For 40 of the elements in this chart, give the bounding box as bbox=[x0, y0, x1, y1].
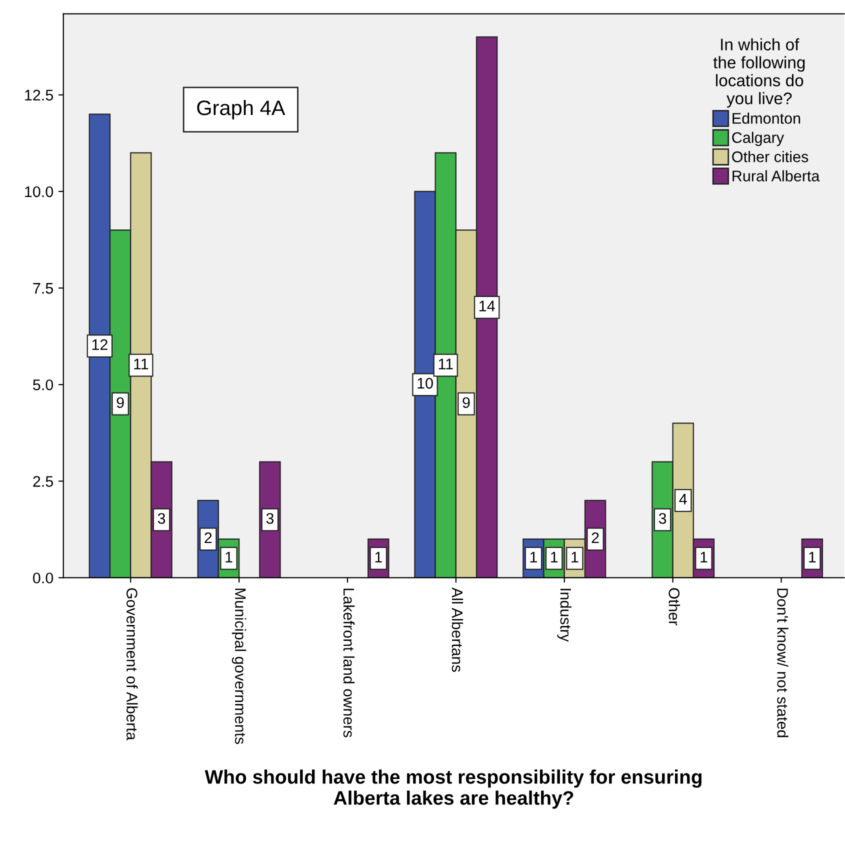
data-label: 1 bbox=[530, 552, 537, 562]
x-tick-label: All Albertans bbox=[452, 587, 464, 672]
data-label: 3 bbox=[658, 513, 666, 524]
x-tick-label: Lakefront land owners bbox=[343, 588, 355, 738]
data-label: 1 bbox=[550, 552, 558, 562]
y-tick-label: 7.5 bbox=[33, 283, 54, 294]
data-label: 3 bbox=[266, 513, 274, 524]
data-label: 2 bbox=[592, 532, 599, 544]
y-tick-label: 12.5 bbox=[25, 90, 54, 101]
data-label: 3 bbox=[158, 513, 166, 524]
legend-label: Other cities bbox=[732, 151, 808, 162]
data-label: 1 bbox=[572, 552, 578, 562]
data-label: 12 bbox=[92, 339, 108, 350]
data-label: 9 bbox=[116, 397, 124, 408]
data-label: 1 bbox=[809, 552, 816, 562]
x-axis-title: Who should have the most responsibility for ensuring Alberta lakes are healthy? bbox=[204, 770, 702, 809]
y-tick-label: 5.0 bbox=[33, 379, 54, 390]
data-label: 11 bbox=[438, 358, 453, 370]
data-label: 11 bbox=[134, 358, 148, 370]
y-tick-label: 2.5 bbox=[33, 476, 54, 487]
data-label: 1 bbox=[375, 552, 382, 562]
legend-label: Edmonton bbox=[732, 112, 800, 124]
legend-label: Calgary bbox=[732, 132, 784, 146]
y-tick-label: 10.0 bbox=[25, 186, 54, 198]
data-label: 14 bbox=[480, 300, 495, 312]
annotation: Graph 4A bbox=[197, 100, 286, 120]
data-label: 4 bbox=[679, 494, 687, 504]
legend-label: Rural Alberta bbox=[732, 170, 820, 182]
data-label: 2 bbox=[204, 532, 212, 544]
x-tick-label: Don't know/ not stated bbox=[777, 588, 788, 738]
data-label: 9 bbox=[462, 397, 470, 408]
y-tick-label: 0.0 bbox=[33, 572, 54, 584]
data-label: 1 bbox=[700, 552, 708, 562]
x-tick-label: Industry bbox=[557, 588, 572, 642]
legend-title: In which of the following locations do you live? bbox=[713, 38, 805, 108]
data-label: 10 bbox=[418, 378, 433, 389]
x-tick-label: Government of Alberta bbox=[126, 588, 138, 740]
x-tick-label: Other bbox=[668, 588, 680, 626]
data-label: 1 bbox=[226, 552, 232, 562]
x-tick-label: Municipal governments bbox=[232, 588, 246, 744]
